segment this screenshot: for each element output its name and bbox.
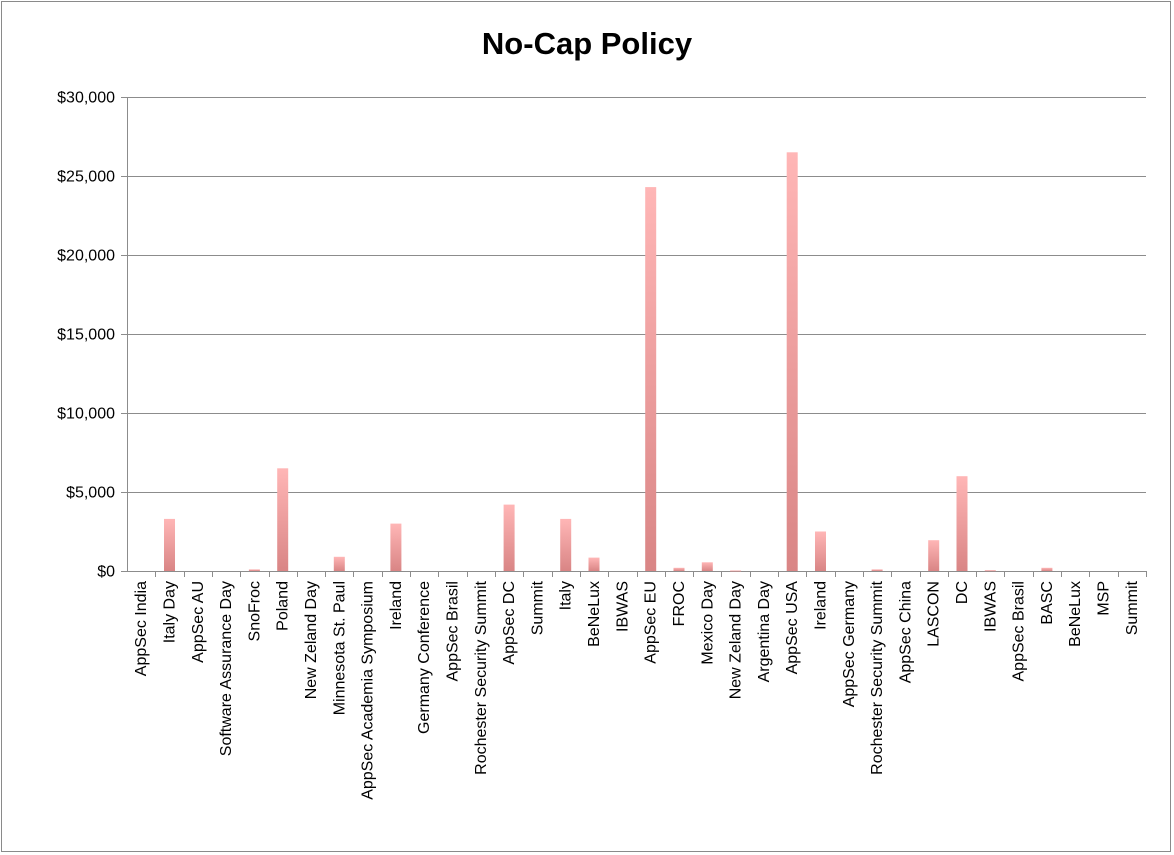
bar <box>730 570 742 572</box>
y-tick-label: $15,000 <box>57 327 115 344</box>
x-tick-label: IBWAS <box>982 581 999 632</box>
bar <box>588 557 600 571</box>
x-tick-label: AppSec Germany <box>841 581 858 707</box>
y-tick-label: $25,000 <box>57 169 115 186</box>
x-tick-label: AppSec DC <box>501 581 518 665</box>
x-tick-label: BeNeLux <box>1067 581 1084 647</box>
x-tick-label: Minnesota St. Paul <box>331 581 348 715</box>
x-tick-label: AppSec EU <box>643 581 660 664</box>
x-tick-label: FROC <box>671 581 688 626</box>
gridlines <box>127 97 1146 493</box>
x-tick-labels: AppSec India Italy Day AppSec AU Software A… <box>133 580 1141 799</box>
x-tick-label: AppSec Brasil <box>1011 581 1028 682</box>
bar <box>786 152 798 572</box>
x-tick-label: New Zeland Day <box>728 581 745 699</box>
x-tick-label: MSP <box>1096 581 1113 616</box>
y-tick-label: $30,000 <box>57 90 115 107</box>
x-tick-label: Summit <box>1124 580 1141 635</box>
chart-title: No-Cap Policy <box>481 26 693 61</box>
bar <box>871 569 883 571</box>
bars <box>164 152 1053 572</box>
bar <box>815 531 826 571</box>
x-tick-label: AppSec AU <box>190 581 207 663</box>
x-tick-label: Ireland <box>813 581 830 630</box>
x-tick-label: LASCON <box>926 581 943 647</box>
bar <box>956 476 968 571</box>
y-tick-label: $10,000 <box>57 406 115 423</box>
x-tick-label: AppSec Brasil <box>445 581 462 682</box>
y-tick-label: $5,000 <box>66 485 115 502</box>
x-tick-label: AppSec India <box>133 581 150 676</box>
bar <box>333 556 345 571</box>
bar <box>673 567 685 571</box>
bar <box>277 468 289 571</box>
x-tick-label: Argentina Day <box>756 581 773 682</box>
x-tick-label: BeNeLux <box>586 581 603 647</box>
bar <box>1041 567 1053 571</box>
x-tick-label: Poland <box>275 581 292 631</box>
axes <box>121 97 1147 577</box>
x-tick-label: Rochester Security Summit <box>473 580 490 774</box>
bar <box>645 187 657 571</box>
y-tick-labels: $0 $5,000 $10,000 $15,000 $20,000 $25,000 $30,… <box>57 90 115 581</box>
x-tick-label: Ireland <box>388 581 405 630</box>
x-tick-label: Summit <box>529 580 546 635</box>
bar <box>984 570 996 572</box>
x-tick-label: IBWAS <box>614 581 631 632</box>
x-tick-label: New Zeland Day <box>303 581 320 699</box>
x-tick-label: Rochester Security Summit <box>869 580 886 774</box>
x-tick-label: AppSec Academia Symposium <box>360 581 377 800</box>
x-tick-label: AppSec China <box>897 581 914 683</box>
bar <box>503 504 515 571</box>
x-tick-label: Software Assurance Day <box>218 581 235 756</box>
x-tick-label: Germany Conference <box>416 581 433 734</box>
bar <box>560 518 572 571</box>
x-tick-label: BASC <box>1039 581 1056 625</box>
bar <box>164 518 175 571</box>
bar <box>248 569 260 571</box>
x-tick-label: Mexico Day <box>699 581 716 665</box>
x-tick-label: Italy Day <box>162 581 179 643</box>
bar <box>701 562 713 571</box>
bar <box>928 540 940 571</box>
x-tick-label: AppSec USA <box>784 581 801 675</box>
y-tick-label: $20,000 <box>57 248 115 265</box>
y-tick-label: $0 <box>97 564 115 581</box>
bar <box>390 523 402 571</box>
x-tick-label: DC <box>954 581 971 604</box>
x-tick-label: Italy <box>558 581 575 610</box>
x-tick-label: SnoFroc <box>246 581 263 641</box>
